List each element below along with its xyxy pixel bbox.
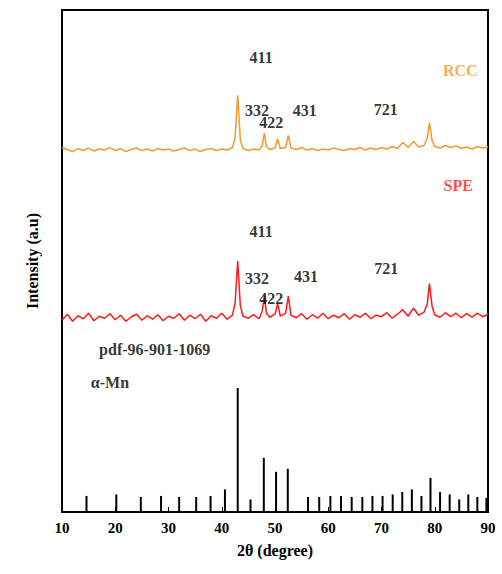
svg-text:60: 60 (321, 520, 336, 536)
svg-text:422: 422 (259, 290, 283, 307)
svg-text:422: 422 (259, 114, 283, 131)
svg-text:40: 40 (214, 520, 229, 536)
svg-text:pdf-96-901-1069: pdf-96-901-1069 (99, 341, 210, 359)
svg-text:431: 431 (294, 268, 318, 285)
svg-text:2θ (degree): 2θ (degree) (237, 542, 313, 560)
svg-text:30: 30 (161, 520, 176, 536)
svg-text:20: 20 (108, 520, 123, 536)
svg-text:90: 90 (481, 520, 496, 536)
svg-text:721: 721 (374, 101, 398, 118)
svg-text:332: 332 (244, 101, 269, 119)
svg-text:50: 50 (268, 520, 283, 536)
svg-text:10: 10 (55, 520, 70, 536)
svg-text:Intensity (a.u): Intensity (a.u) (24, 213, 42, 309)
svg-text:70: 70 (374, 520, 389, 536)
svg-text:RCC: RCC (443, 62, 478, 79)
svg-text:411: 411 (250, 49, 273, 66)
svg-text:411: 411 (250, 223, 273, 240)
svg-text:SPE: SPE (444, 177, 473, 194)
svg-text:721: 721 (374, 260, 398, 277)
svg-text:α-Mn: α-Mn (91, 374, 129, 391)
svg-text:80: 80 (427, 520, 442, 536)
svg-text:431: 431 (293, 102, 317, 119)
svg-text:332: 332 (245, 270, 269, 287)
